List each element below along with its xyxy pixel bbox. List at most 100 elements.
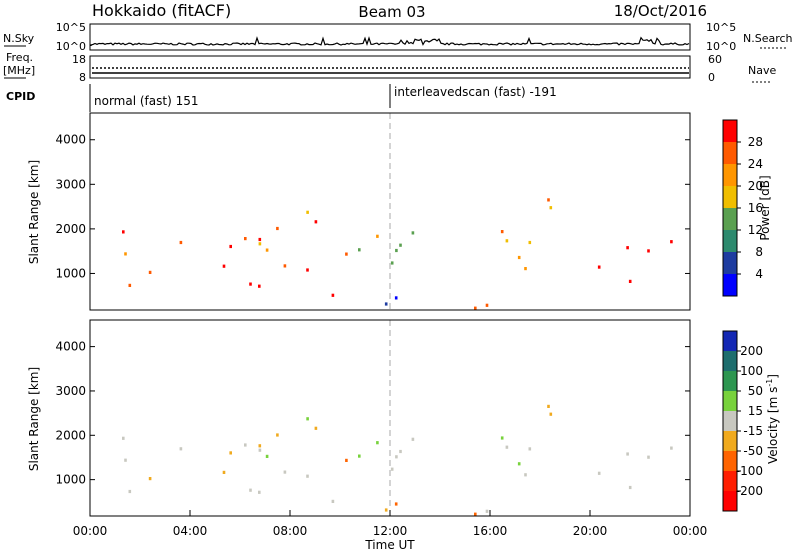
colorbar-swatch [723,186,737,209]
y-tick-label: 3000 [55,384,86,398]
y-tick-label: 1000 [55,473,86,487]
velocity-cell [306,417,309,421]
velocity-cell [265,454,269,458]
colorbar-tick-label: 50 [748,384,763,398]
power-cell [229,244,232,249]
colorbar-swatch [723,371,737,392]
power-cell [647,249,650,253]
y-tick-label: 1000 [55,266,86,280]
velocity-cell [345,458,348,462]
power-cell [265,248,269,252]
nsearch-label: N.Search [743,32,793,45]
x-tick-label: 20:00 [573,524,608,538]
power-cell [399,243,402,247]
power-cell [128,283,132,287]
nsky-tick-bottom: 10^0 [56,40,86,53]
power-colorbar: 28 24 20 16 12 8 4 Power [dB] [722,119,772,297]
power-cell [500,230,504,234]
colorbar-swatch [723,451,737,472]
velocity-cell [399,449,402,454]
velocity-cell [390,467,394,471]
x-tick-label: 16:00 [473,524,508,538]
y-tick-label: 2000 [55,222,86,236]
velocity-cell [384,508,388,512]
y-tick-label: 4000 [55,340,86,354]
cpid-segment-0: normal (fast) 151 [94,94,198,108]
velocity-cell [249,488,252,492]
velocity-cell [647,455,650,459]
power-cell [124,252,127,256]
x-tick-label: 00:00 [73,524,108,538]
velocity-cell [148,477,152,481]
velocity-cell [505,445,509,449]
velocity-cell [258,490,261,494]
velocity-xlabel: Time UT [364,538,415,552]
cpid-label: CPID [6,90,35,103]
velocity-ylabel: Slant Range [km] [27,367,41,471]
power-cell [384,302,388,306]
colorbar-swatch [723,208,737,231]
velocity-cell [626,452,629,456]
power-cell [628,279,632,283]
colorbar-swatch [723,431,737,452]
power-cell [626,246,629,250]
colorbar-tick-label: 15 [748,404,763,418]
nsearch-tick-top: 10^5 [706,21,736,34]
power-cell [314,220,318,224]
colorbar-tick-label: 20 [748,179,763,193]
power-colorbar-label: Power [dB] [758,175,772,240]
x-tick-label: 04:00 [173,524,208,538]
velocity-colorbar-label: Velocity [m s-1] [765,374,780,464]
velocity-cell [394,502,398,506]
velocity-cell [276,433,279,437]
beam-title: Beam 03 [358,3,425,21]
power-cell [597,265,601,269]
station-title: Hokkaido (fitACF) [92,1,231,20]
power-cell [517,255,521,260]
power-cell [179,240,183,245]
power-cell [244,237,247,241]
velocity-cell [314,426,318,430]
velocity-panel: 1000 2000 3000 4000 00:00 04:00 08:00 12:00 16:… [27,319,707,552]
velocity-cell [549,412,553,416]
velocity-cell [179,447,183,451]
power-panel: 1000 2000 3000 4000 Slant Range [km] [27,112,691,311]
power-cell [283,264,287,268]
colorbar-swatch [723,471,737,492]
power-cell [411,231,415,235]
colorbar-swatch [723,120,737,143]
power-cell [306,268,309,272]
power-cell [258,242,262,246]
velocity-cell [500,436,504,440]
power-cell [122,230,125,234]
colorbar-tick-label: 4 [755,267,763,281]
colorbar-swatch [723,391,737,412]
velocity-cell [517,462,521,466]
power-cell [390,261,394,265]
cpid-row: CPID normal (fast) 151 interleavedscan (… [6,84,557,112]
nave-label: Nave [748,64,776,77]
velocity-cell [258,448,262,452]
velocity-cell [258,444,262,448]
power-cell [505,239,509,243]
power-cell [148,270,152,274]
velocity-cell [411,437,415,441]
velocity-cell [485,509,489,513]
colorbar-swatch [723,411,737,432]
velocity-cell [376,441,379,445]
velocity-cell [528,447,532,451]
colorbar-swatch [723,252,737,275]
velocity-cell [128,489,132,494]
colorbar-tick-label: 16 [748,201,763,215]
velocity-cell [283,470,287,474]
y-tick-label: 2000 [55,428,86,442]
power-cell [376,234,379,238]
velocity-cell [122,436,125,440]
x-tick-label: 12:00 [373,524,408,538]
power-cell [222,264,226,268]
velocity-cell [331,499,335,503]
power-cell [549,206,553,210]
y-tick-label: 4000 [55,133,86,147]
colorbar-tick-label: -15 [743,424,763,438]
freq-tick-bottom: 8 [79,71,86,84]
